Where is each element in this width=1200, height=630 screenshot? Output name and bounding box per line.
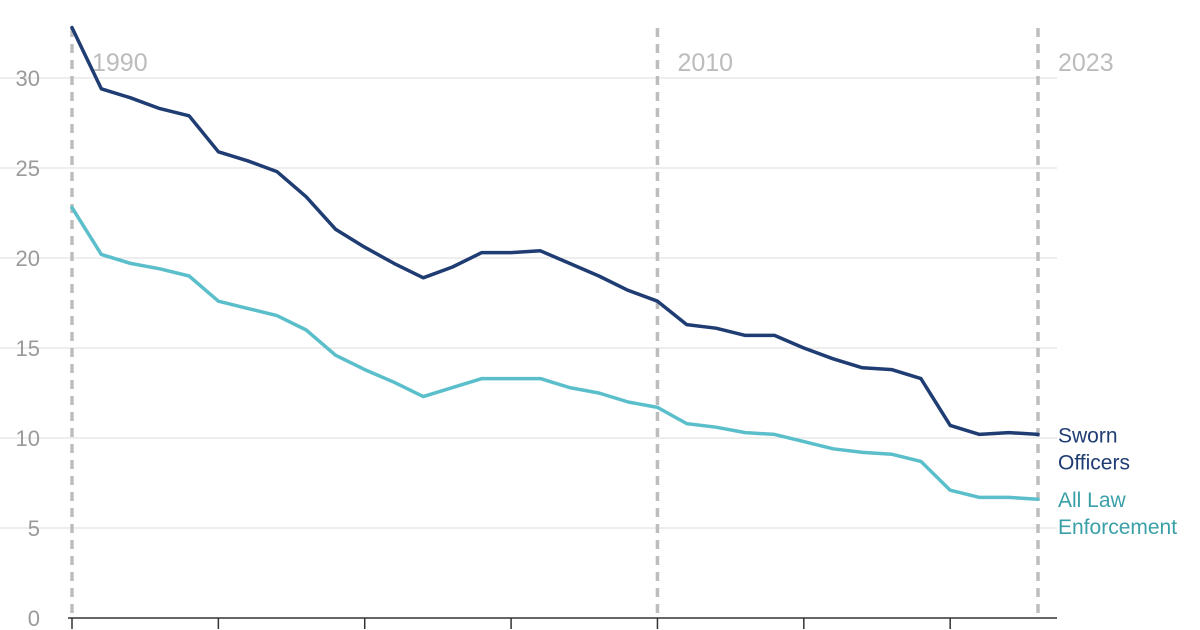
data-point-all-law-enforcement-2012	[714, 426, 718, 429]
data-point-all-law-enforcement-1998	[304, 328, 308, 332]
series-label-all-law-enforcement-line-2: Enforcement	[1058, 516, 1177, 539]
data-point-all-law-enforcement-2020	[948, 489, 952, 492]
data-point-sworn-officers-2011	[685, 323, 688, 326]
data-point-all-law-enforcement-2005	[509, 377, 513, 380]
data-point-sworn-officers-2021	[978, 433, 981, 436]
data-point-all-law-enforcement-2007	[568, 386, 571, 389]
data-point-sworn-officers-2005	[509, 251, 513, 254]
data-point-all-law-enforcement-1991	[100, 253, 103, 256]
series-label-all-law-enforcement-line-1: All Law	[1058, 489, 1127, 512]
data-point-all-law-enforcement-1996	[246, 307, 249, 310]
data-point-all-law-enforcement-2022	[1007, 496, 1010, 499]
reference-label-2010: 2010	[677, 49, 733, 77]
data-point-sworn-officers-1996	[246, 159, 249, 162]
data-point-sworn-officers-1998	[304, 195, 308, 198]
data-point-sworn-officers-2022	[1007, 431, 1010, 434]
data-point-all-law-enforcement-1994	[187, 274, 191, 278]
data-point-sworn-officers-2009	[626, 289, 630, 292]
data-point-sworn-officers-2023	[1036, 433, 1040, 436]
data-point-all-law-enforcement-2013	[744, 431, 747, 434]
data-point-sworn-officers-1999	[334, 228, 337, 231]
y-tick-label-10: 10	[16, 426, 40, 451]
data-point-all-law-enforcement-1995	[217, 300, 220, 303]
data-point-all-law-enforcement-2019	[919, 460, 923, 463]
data-point-sworn-officers-2019	[919, 377, 923, 380]
series-line-all-law-enforcement	[70, 205, 1040, 501]
y-tick-label-20: 20	[16, 246, 40, 271]
data-point-all-law-enforcement-2014	[773, 433, 776, 436]
data-point-sworn-officers-2015	[802, 346, 806, 350]
data-point-sworn-officers-1995	[217, 150, 220, 153]
y-tick-label-0: 0	[28, 606, 40, 630]
data-point-sworn-officers-2008	[597, 274, 601, 278]
series-labels: Sworn Officers All Law Enforcement	[1058, 424, 1177, 539]
data-point-all-law-enforcement-2010	[656, 406, 659, 409]
data-point-sworn-officers-2003	[451, 265, 454, 269]
data-point-sworn-officers-2012	[714, 327, 718, 330]
x-axis	[68, 617, 1057, 629]
data-point-sworn-officers-2016	[831, 357, 835, 360]
data-point-sworn-officers-1991	[100, 87, 103, 91]
data-point-all-law-enforcement-1993	[158, 267, 162, 270]
y-axis-tick-labels: 0 5 10 15 20 25 30	[16, 66, 40, 630]
y-tick-label-15: 15	[16, 336, 40, 361]
data-point-sworn-officers-1994	[187, 114, 191, 118]
data-point-all-law-enforcement-2021	[978, 496, 981, 499]
data-point-sworn-officers-2007	[568, 262, 571, 265]
series-lines	[70, 25, 1040, 501]
data-point-all-law-enforcement-2008	[597, 391, 601, 395]
data-point-sworn-officers-2001	[392, 262, 396, 265]
data-point-sworn-officers-2004	[480, 251, 484, 254]
data-point-sworn-officers-2013	[744, 334, 747, 337]
series-label-sworn-officers-line-1: Sworn	[1058, 424, 1118, 447]
data-point-all-law-enforcement-2023	[1036, 498, 1040, 501]
data-point-all-law-enforcement-2017	[861, 451, 864, 454]
data-point-sworn-officers-1993	[158, 107, 162, 110]
year-reference-lines: 1990 2010 2023	[70, 28, 1114, 620]
reference-label-1990: 1990	[92, 49, 148, 77]
data-point-all-law-enforcement-1992	[129, 262, 132, 265]
data-point-all-law-enforcement-2018	[890, 453, 893, 456]
data-point-all-law-enforcement-1997	[275, 314, 279, 317]
y-tick-label-25: 25	[16, 156, 40, 181]
data-point-all-law-enforcement-2011	[685, 422, 688, 425]
data-point-sworn-officers-2006	[539, 249, 542, 252]
data-point-sworn-officers-1997	[275, 170, 279, 173]
data-point-sworn-officers-2014	[773, 334, 776, 337]
data-point-sworn-officers-2020	[948, 424, 952, 427]
data-point-sworn-officers-2010	[656, 300, 659, 303]
data-point-all-law-enforcement-2015	[802, 440, 806, 443]
y-tick-label-5: 5	[28, 516, 40, 541]
data-point-all-law-enforcement-2003	[451, 386, 454, 389]
reference-label-2023: 2023	[1058, 49, 1114, 77]
data-point-all-law-enforcement-1990	[70, 206, 74, 209]
data-point-sworn-officers-1992	[129, 96, 132, 100]
data-point-sworn-officers-1990	[70, 26, 74, 29]
data-point-all-law-enforcement-2016	[831, 447, 835, 450]
data-point-all-law-enforcement-2001	[392, 381, 396, 384]
data-point-sworn-officers-2000	[363, 246, 366, 249]
data-point-all-law-enforcement-2002	[422, 395, 425, 398]
data-point-all-law-enforcement-2000	[363, 368, 366, 371]
gridlines	[0, 77, 1057, 529]
series-line-sworn-officers	[70, 25, 1040, 437]
series-label-sworn-officers-line-2: Officers	[1058, 451, 1130, 474]
data-point-sworn-officers-2002	[422, 276, 425, 279]
y-tick-label-30: 30	[16, 66, 40, 91]
data-point-sworn-officers-2017	[861, 366, 864, 369]
data-point-all-law-enforcement-2004	[480, 377, 484, 380]
data-point-sworn-officers-2018	[890, 368, 893, 371]
data-point-all-law-enforcement-1999	[334, 354, 337, 357]
data-point-all-law-enforcement-2009	[626, 400, 630, 404]
data-point-all-law-enforcement-2006	[539, 377, 542, 380]
